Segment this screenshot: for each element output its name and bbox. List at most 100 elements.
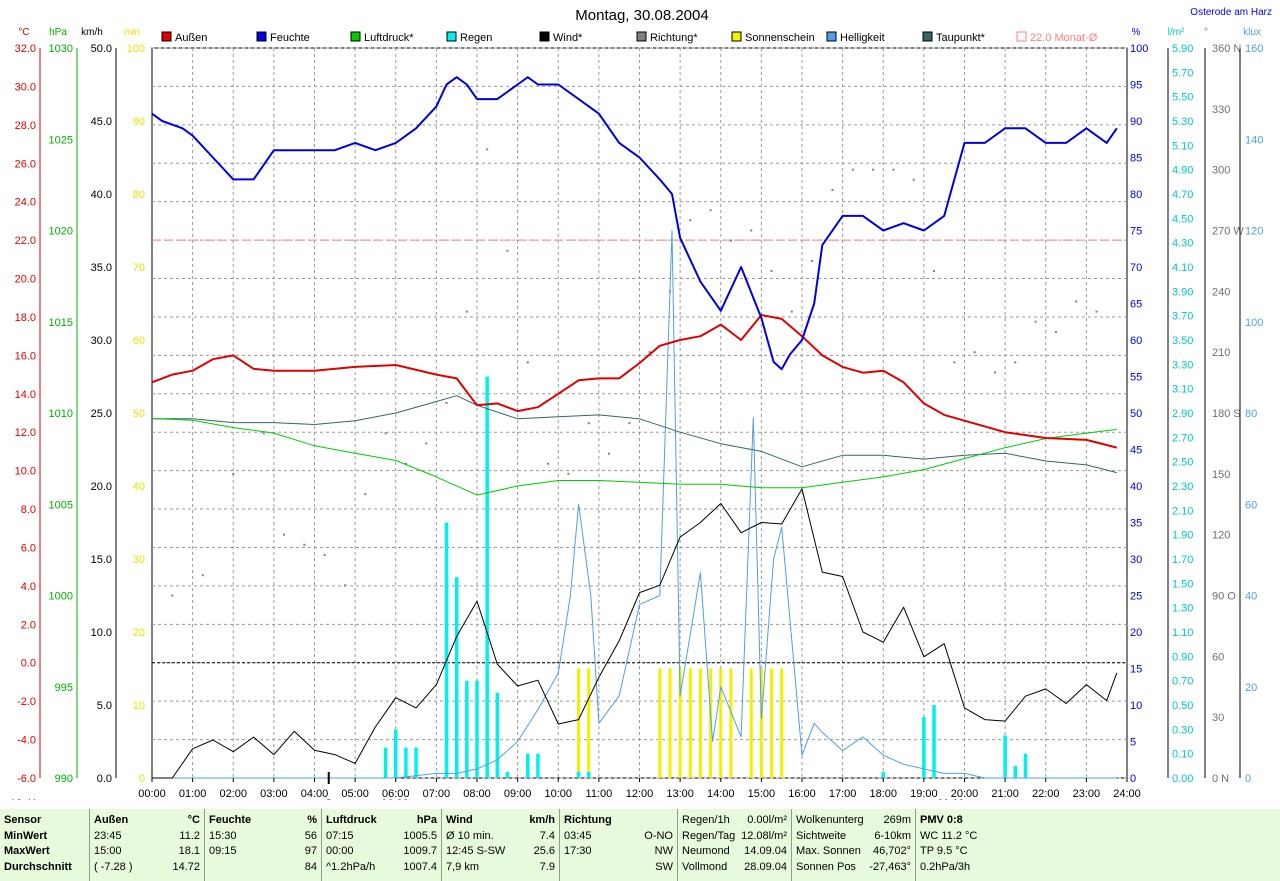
axis-tick-label-wind: 15.0 bbox=[91, 554, 112, 566]
axis-tick-label-rain: 0.10 bbox=[1172, 749, 1193, 761]
legend: Außen Feuchte Luftdruck* Regen Wind* Richtung… bbox=[161, 31, 1098, 44]
stats-header: Luftdruck bbox=[326, 814, 377, 826]
stats-header: Feuchte bbox=[209, 814, 252, 826]
rain-bar bbox=[1003, 735, 1007, 778]
axis-tick-label-rain: 2.50 bbox=[1172, 457, 1193, 469]
stats-col-sensor: Sensor MinWert MaxWert Durchschnitt bbox=[0, 809, 90, 881]
rain-bar bbox=[932, 705, 936, 778]
axis-tick-label-humidity: 65 bbox=[1130, 299, 1142, 311]
axis-tick-label-pressure: 1005 bbox=[49, 499, 73, 511]
axis-tick-label-temp: 28.0 bbox=[15, 120, 36, 132]
rain-bar bbox=[495, 692, 500, 778]
direction-point bbox=[933, 270, 936, 273]
direction-point bbox=[750, 229, 753, 232]
stats-value: NW bbox=[654, 845, 673, 857]
direction-point bbox=[465, 310, 468, 313]
direction-point bbox=[1095, 310, 1098, 313]
direction-point bbox=[445, 401, 448, 404]
axis-tick-label-direction: 180 S bbox=[1212, 408, 1241, 420]
stats-time: 23:45 bbox=[94, 829, 122, 842]
stats-trend: 0.2hPa/3h bbox=[920, 860, 971, 873]
rain-bar bbox=[922, 717, 926, 778]
axis-tick-label-direction: 270 W bbox=[1212, 226, 1244, 238]
x-tick-label: 15:00 bbox=[748, 788, 776, 800]
axis-tick-label-rain: 4.70 bbox=[1172, 189, 1193, 201]
legend-swatch bbox=[636, 31, 647, 42]
axis-tick-label-pressure: 995 bbox=[55, 682, 73, 694]
direction-point bbox=[171, 594, 174, 597]
stats-time: 07:15 bbox=[326, 829, 354, 842]
stats-time: 15:00 bbox=[94, 845, 122, 857]
rain-bar bbox=[576, 771, 581, 778]
stats-time: 09:15 bbox=[209, 845, 237, 857]
stats-time: ^1.2hPa/h bbox=[326, 860, 376, 873]
rain-bar bbox=[444, 522, 449, 778]
axis-tick-label-sun: 80 bbox=[133, 189, 145, 201]
axis-tick-label-humidity: 80 bbox=[1130, 189, 1142, 201]
legend-label: Richtung* bbox=[650, 32, 698, 44]
stats-value: 56 bbox=[304, 829, 317, 842]
x-tick-label: 20:00 bbox=[951, 788, 979, 800]
direction-point bbox=[953, 361, 956, 364]
stats-pmv: PMV 0:8 bbox=[920, 814, 963, 826]
axis-tick-label-rain: 2.30 bbox=[1172, 481, 1193, 493]
axis-tick-label-pressure: 1015 bbox=[49, 317, 73, 329]
axis-tick-label-direction: 330 bbox=[1212, 104, 1230, 116]
stats-col-wind: Wind km/h Ø 10 min. 7.4 12:45 S-SW 25.6 7,9… bbox=[442, 809, 560, 881]
axis-tick-label-temp: 22.0 bbox=[15, 235, 36, 247]
stats-label: Wolkenunterg bbox=[796, 814, 864, 826]
x-tick-label: 19:00 bbox=[910, 788, 938, 800]
axis-tick-label-rain: 1.30 bbox=[1172, 603, 1193, 615]
legend-swatch bbox=[1016, 31, 1027, 42]
rain-bar bbox=[485, 376, 489, 778]
axis-tick-label-temp: 0.0 bbox=[21, 658, 36, 670]
stats-value: O-NO bbox=[644, 829, 673, 842]
axis-tick-label-sun: 60 bbox=[133, 335, 145, 347]
axis-tick-label-wind: 5.0 bbox=[97, 700, 112, 712]
direction-point bbox=[547, 462, 550, 465]
stats-value: SW bbox=[655, 860, 673, 873]
axis-unit-direction: ° bbox=[1204, 27, 1208, 38]
axis-tick-label-humidity: 35 bbox=[1130, 518, 1142, 530]
axis-tick-label-sun: 50 bbox=[133, 408, 145, 420]
direction-point bbox=[770, 270, 773, 273]
direction-point bbox=[323, 553, 326, 556]
stats-value: 12.08l/m² bbox=[741, 829, 787, 842]
axis-tick-label-humidity: 45 bbox=[1130, 445, 1142, 457]
axis-tick-label-rain: 0.50 bbox=[1172, 700, 1193, 712]
direction-point bbox=[283, 533, 286, 536]
axis-tick-label-temp: 6.0 bbox=[21, 542, 36, 554]
stats-value: 28.09.04 bbox=[744, 860, 787, 873]
x-tick-label: 07:00 bbox=[423, 788, 451, 800]
axis-tick-label-humidity: 75 bbox=[1130, 226, 1142, 238]
axis-tick-label-humidity: 0 bbox=[1130, 773, 1136, 785]
axis-tick-label-temp: 20.0 bbox=[15, 274, 36, 286]
axis-tick-label-direction: 90 O bbox=[1212, 591, 1236, 603]
axis-tick-label-sun: 70 bbox=[133, 262, 145, 274]
direction-point bbox=[628, 422, 631, 425]
x-tick-label: 17:00 bbox=[829, 788, 857, 800]
stats-value: 14.09.04 bbox=[744, 845, 787, 857]
axis-unit-wind: km/h bbox=[81, 27, 103, 38]
direction-point bbox=[343, 584, 346, 587]
axis-tick-label-light: 60 bbox=[1245, 499, 1257, 511]
axis-tick-label-wind: 45.0 bbox=[91, 116, 112, 128]
axis-tick-label-sun: 40 bbox=[133, 481, 145, 493]
axis-tick-label-humidity: 5 bbox=[1130, 737, 1136, 749]
stats-value: 18.1 bbox=[178, 845, 200, 857]
rain-bar bbox=[475, 680, 479, 778]
axis-unit-temp: °C bbox=[18, 27, 29, 38]
axis-tick-label-humidity: 100 bbox=[1130, 43, 1148, 55]
axis-tick-label-direction: 240 bbox=[1212, 286, 1230, 298]
direction-point bbox=[831, 188, 834, 191]
axis-tick-label-sun: 20 bbox=[133, 627, 145, 639]
x-tick-label: 11:00 bbox=[586, 788, 613, 800]
direction-point bbox=[567, 472, 570, 475]
legend-label: Luftdruck* bbox=[364, 32, 414, 44]
axis-tick-label-rain: 0.90 bbox=[1172, 651, 1193, 663]
stats-value: 97 bbox=[304, 845, 317, 857]
x-tick-label: 18:00 bbox=[869, 788, 897, 800]
axis-tick-label-direction: 300 bbox=[1212, 165, 1230, 177]
x-tick-label: 04:00 bbox=[301, 788, 329, 800]
stats-header: Wind bbox=[446, 814, 473, 826]
